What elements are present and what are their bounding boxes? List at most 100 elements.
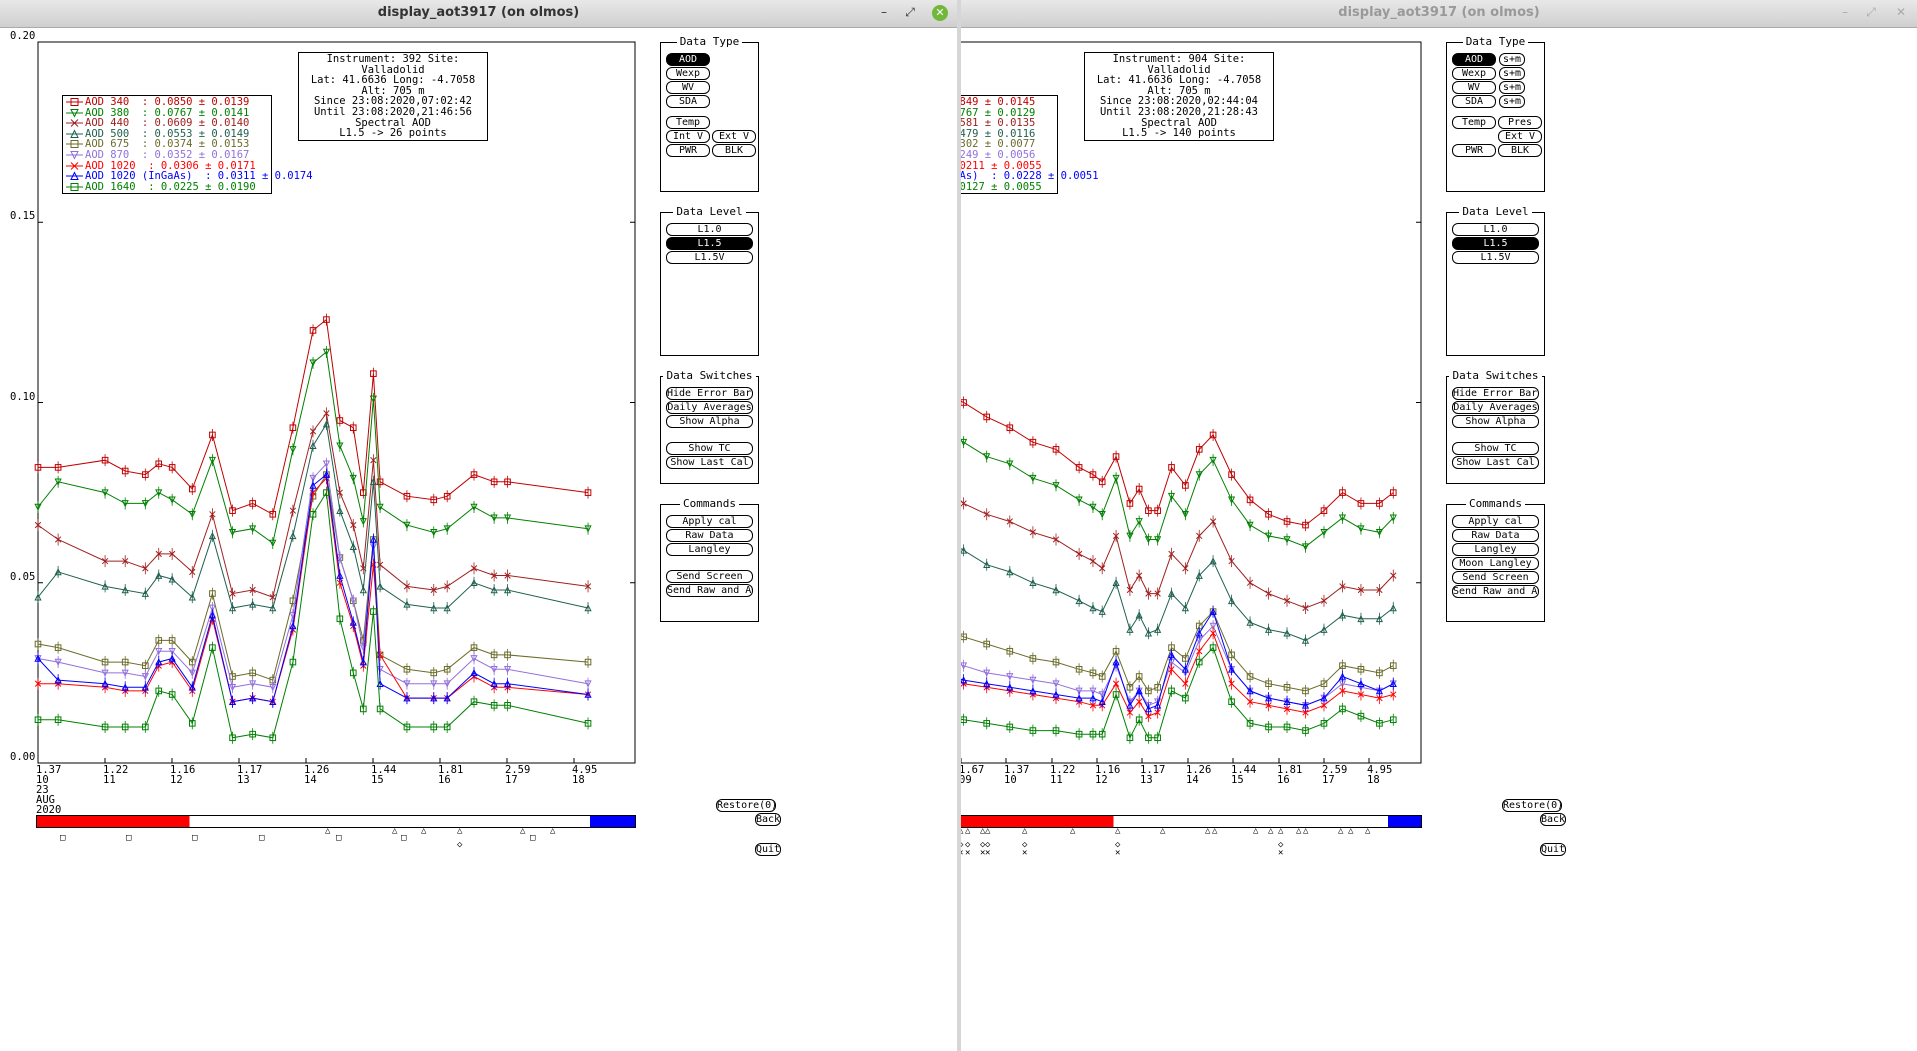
data-type-wv[interactable]: WV <box>666 81 710 94</box>
quit-button[interactable]: Quit <box>755 843 781 856</box>
data-point <box>360 705 367 713</box>
measurement-marker-icon: □ <box>401 833 407 843</box>
data-type-pres-button[interactable]: Pres <box>1498 116 1542 129</box>
x-tick-hour: 15 <box>371 774 384 786</box>
data-level-l15v[interactable]: L1.5V <box>666 251 753 264</box>
show-alpha-button[interactable]: Show Alpha <box>1452 415 1539 428</box>
hide-error-bars-button[interactable]: Hide Error Bars <box>666 387 753 400</box>
time-range-bar[interactable] <box>961 815 1422 828</box>
data-point <box>309 327 317 334</box>
data-type-int-v-button[interactable]: Int V <box>666 130 710 143</box>
show-alpha-button[interactable]: Show Alpha <box>666 415 753 428</box>
data-type-pwr-button[interactable]: PWR <box>666 144 710 157</box>
raw-data-button[interactable]: Raw Data <box>666 529 753 542</box>
maximize-icon[interactable]: ⤢ <box>1866 5 1876 19</box>
data-type-aod[interactable]: AOD <box>666 53 710 66</box>
close-icon[interactable]: ✕ <box>932 5 948 21</box>
data-type-aod[interactable]: AOD <box>1452 53 1496 66</box>
measurement-marker-icon: ◇ <box>1115 840 1121 850</box>
data-point <box>1246 673 1254 680</box>
hide-error-bars-button[interactable]: Hide Error Bars <box>1452 387 1539 400</box>
data-type-wexp[interactable]: Wexp <box>666 67 710 80</box>
legend-item: AOD 1020 : 0.0211 ± 0.0055 <box>961 160 1054 172</box>
measurement-marker-icon: □ <box>530 833 536 843</box>
data-point <box>249 694 257 702</box>
data-type-ext-v-button[interactable]: Ext V <box>712 130 756 143</box>
x-tick-top: 1.44 <box>1231 764 1257 776</box>
show-last-cal-button[interactable]: Show Last Cal <box>666 456 753 469</box>
sm-toggle-button[interactable]: s+m <box>1499 81 1525 94</box>
langley-button[interactable]: Langley <box>1452 543 1539 556</box>
data-point <box>443 723 451 731</box>
data-point <box>309 489 317 496</box>
data-point <box>1029 727 1037 734</box>
data-point <box>101 679 109 687</box>
info-line: Until 23:08:2020,21:46:56 <box>313 105 473 118</box>
data-point <box>54 568 62 576</box>
show-tc-button[interactable]: Show TC <box>666 442 753 455</box>
maximize-icon[interactable]: ⤢ <box>905 5 915 19</box>
measurement-marker-icon: ✕ <box>980 848 986 858</box>
data-type-temp-button[interactable]: Temp <box>666 116 710 129</box>
panel-title-text: Data Type <box>676 35 743 48</box>
y-tick-label: 0.05 <box>10 570 36 583</box>
time-range-bar[interactable] <box>36 815 636 828</box>
data-level-l15[interactable]: L1.5 <box>1452 237 1539 250</box>
data-type-pwr-button[interactable]: PWR <box>1452 144 1496 157</box>
data-point <box>168 575 176 583</box>
quit-button[interactable]: Quit <box>1540 843 1566 856</box>
send-raw-and-aod-button[interactable]: Send Raw and AOD <box>1452 585 1539 598</box>
restore-button[interactable]: Restore(0) <box>1502 799 1562 812</box>
data-level-l10[interactable]: L1.0 <box>666 223 753 236</box>
x-tick-top: 4.95 <box>572 764 598 776</box>
data-point <box>168 496 176 504</box>
series-aod-1020 <box>961 627 1397 723</box>
series-aod-500 <box>34 418 592 614</box>
data-level-l15v[interactable]: L1.5V <box>1452 251 1539 264</box>
data-point <box>1006 518 1013 525</box>
data-point <box>1135 611 1143 619</box>
data-point <box>1154 683 1161 691</box>
data-point <box>1196 648 1203 655</box>
data-type-temp-button[interactable]: Temp <box>1452 116 1496 129</box>
data-point <box>101 582 109 590</box>
data-type-wv[interactable]: WV <box>1452 81 1496 94</box>
show-last-cal-button[interactable]: Show Last Cal <box>1452 456 1539 469</box>
send-screen-button[interactable]: Send Screen <box>666 570 753 583</box>
moon-langley-button[interactable]: Moon Langley <box>1452 557 1539 570</box>
data-point <box>1339 489 1346 496</box>
data-level-l15[interactable]: L1.5 <box>666 237 753 250</box>
langley-button[interactable]: Langley <box>666 543 753 556</box>
daily-averages-button[interactable]: Daily Averages <box>666 401 753 414</box>
restore-button[interactable]: Restore(0) <box>716 799 776 812</box>
data-level-l10[interactable]: L1.0 <box>1452 223 1539 236</box>
minimize-icon[interactable]: – <box>881 5 887 19</box>
apply-cal-button[interactable]: Apply cal <box>1452 515 1539 528</box>
data-type-blk-button[interactable]: BLK <box>712 144 756 157</box>
back-button[interactable]: Back <box>1540 813 1566 826</box>
raw-data-button[interactable]: Raw Data <box>1452 529 1539 542</box>
data-type-sda[interactable]: SDA <box>1452 95 1496 108</box>
sm-toggle-button[interactable]: s+m <box>1499 67 1525 80</box>
data-type-ext-v-button[interactable]: Ext V <box>1498 130 1542 143</box>
minimize-icon[interactable]: – <box>1842 5 1848 19</box>
measurement-marker-icon: △ <box>961 827 963 836</box>
data-type-blk-button[interactable]: BLK <box>1498 144 1542 157</box>
data-point <box>1006 647 1014 655</box>
back-button[interactable]: Back <box>755 813 781 826</box>
sm-toggle-button[interactable]: s+m <box>1499 95 1525 108</box>
data-type-wexp[interactable]: Wexp <box>1452 67 1496 80</box>
show-tc-button[interactable]: Show TC <box>1452 442 1539 455</box>
data-type-sda[interactable]: SDA <box>666 95 710 108</box>
commands-panel: Commands Apply cal Raw Data Langley Moon Lan… <box>1446 497 1545 622</box>
data-point <box>249 500 256 507</box>
data-point <box>1209 456 1217 465</box>
data-point <box>1029 474 1037 483</box>
close-icon[interactable]: ✕ <box>1895 5 1907 19</box>
data-point <box>1098 478 1106 486</box>
apply-cal-button[interactable]: Apply cal <box>666 515 753 528</box>
send-screen-button[interactable]: Send Screen <box>1452 571 1539 584</box>
daily-averages-button[interactable]: Daily Averages <box>1452 401 1539 414</box>
sm-toggle-button[interactable]: s+m <box>1499 53 1525 66</box>
send-raw-and-aod-button[interactable]: Send Raw and AOD <box>666 584 753 597</box>
